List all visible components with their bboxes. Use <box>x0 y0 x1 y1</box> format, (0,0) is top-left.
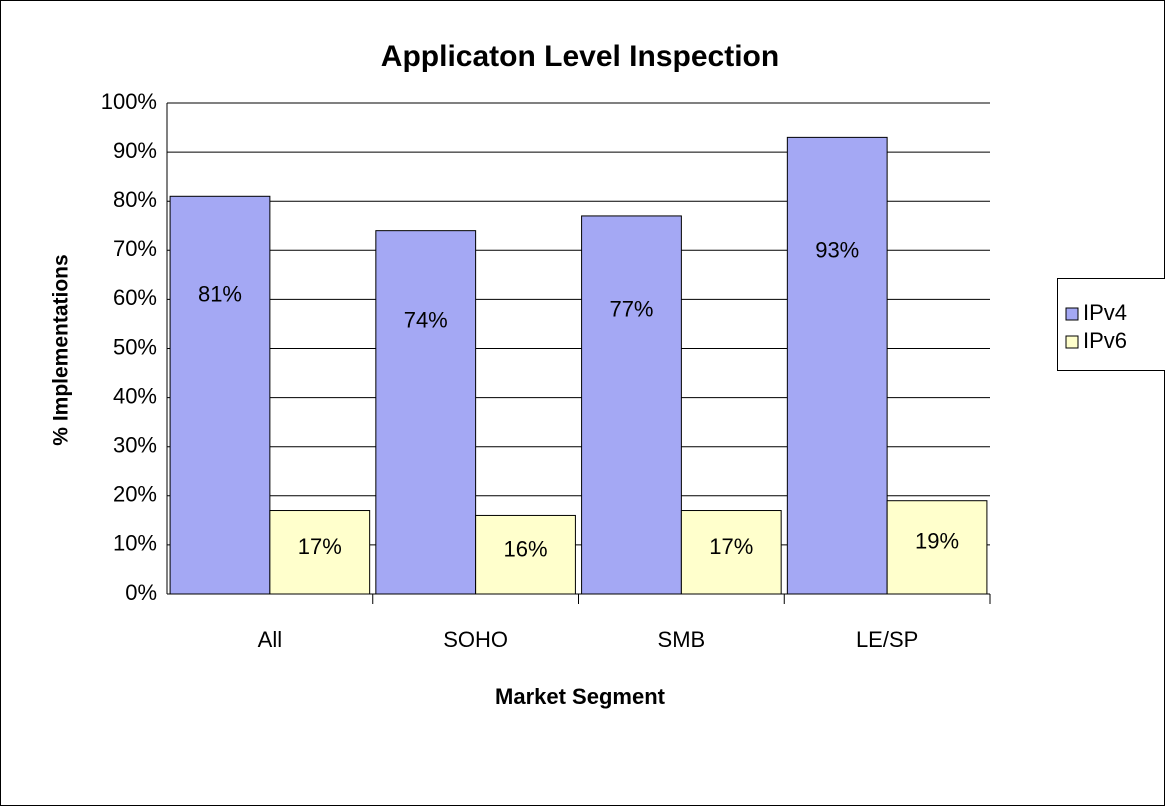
y-tick-label: 100% <box>101 89 157 114</box>
chart-title: Applicaton Level Inspection <box>381 40 779 73</box>
data-label: 16% <box>503 537 547 562</box>
bar <box>375 230 477 595</box>
legend-swatch <box>1065 307 1079 321</box>
bar <box>680 510 782 595</box>
x-tick-label: SMB <box>658 627 706 652</box>
bar <box>269 510 371 595</box>
data-label: 77% <box>609 296 653 321</box>
y-tick-label: 20% <box>113 482 157 507</box>
legend-label: IPv4 <box>1083 300 1127 325</box>
x-tick-label: SOHO <box>443 627 508 652</box>
y-tick-label: 30% <box>113 433 157 458</box>
y-tick-label: 80% <box>113 187 157 212</box>
data-label: 74% <box>404 307 448 332</box>
y-tick-label: 40% <box>113 383 157 408</box>
bar <box>169 195 271 595</box>
x-tick-label: All <box>258 627 282 652</box>
y-tick-label: 10% <box>113 531 157 556</box>
data-label: 93% <box>815 237 859 262</box>
y-axis-label: % Implementations <box>50 254 73 445</box>
legend-box <box>1057 278 1165 371</box>
data-label: 17% <box>298 534 342 559</box>
x-tick-label: LE/SP <box>856 627 918 652</box>
bar <box>581 215 682 595</box>
y-tick-label: 0% <box>125 580 157 605</box>
legend-swatch <box>1065 335 1079 349</box>
legend-label: IPv6 <box>1083 328 1127 353</box>
y-tick-label: 90% <box>113 138 157 163</box>
bar <box>786 136 888 595</box>
x-axis-label: Market Segment <box>495 684 666 709</box>
y-tick-label: 50% <box>113 334 157 359</box>
bar <box>886 500 988 595</box>
data-label: 81% <box>198 282 242 307</box>
data-label: 19% <box>915 529 959 554</box>
bar <box>475 514 576 595</box>
y-tick-label: 60% <box>113 285 157 310</box>
data-label: 17% <box>709 534 753 559</box>
y-tick-label: 70% <box>113 236 157 261</box>
